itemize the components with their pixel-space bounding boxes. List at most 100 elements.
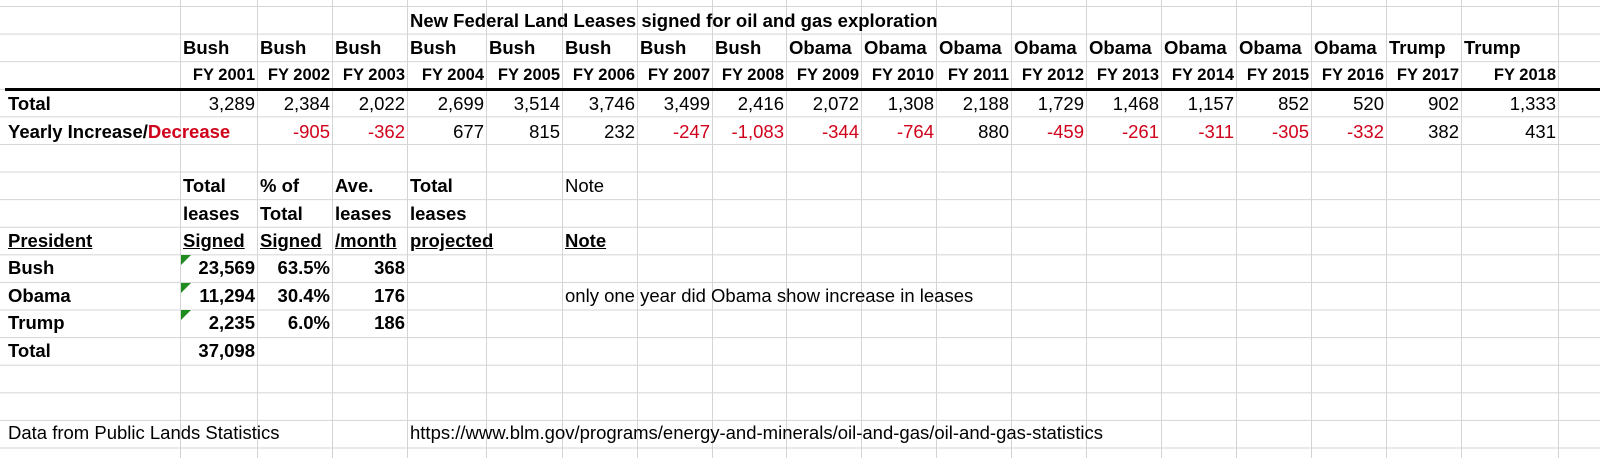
column-divider — [1236, 0, 1237, 458]
summary-percent: 6.0% — [287, 312, 330, 333]
column-divider — [786, 0, 787, 458]
column-divider — [407, 0, 408, 458]
summary-header-projected: Total — [410, 175, 453, 196]
year-president-cell: Bush — [183, 37, 230, 58]
fiscal-year-header: FY 2008 — [721, 66, 784, 84]
change-cell: -247 — [672, 121, 710, 142]
change-cell: -459 — [1046, 121, 1084, 142]
comment-triangle-icon — [181, 283, 191, 293]
change-cell: 815 — [529, 121, 560, 142]
year-president-cell: Bush — [489, 37, 536, 58]
summary-header-average: Ave. — [335, 175, 374, 196]
yearly-change-label-decrease: Decrease — [147, 121, 231, 142]
summary-percent: 63.5% — [277, 257, 330, 278]
summary-header-note-top: Note — [565, 175, 605, 196]
summary-header-average: /month — [335, 230, 397, 251]
fiscal-year-header: FY 2001 — [192, 66, 255, 84]
total-cell: 1,729 — [1037, 93, 1084, 114]
change-cell: -261 — [1121, 121, 1159, 142]
table-title: New Federal Land Leases signed for oil a… — [410, 10, 938, 31]
change-cell: 382 — [1428, 121, 1459, 142]
fiscal-year-header: FY 2004 — [421, 66, 484, 84]
summary-header-percent: Total — [260, 203, 303, 224]
column-divider — [1011, 0, 1012, 458]
fiscal-year-header: FY 2005 — [497, 66, 560, 84]
summary-header-average: leases — [335, 203, 392, 224]
change-cell: -362 — [367, 121, 405, 142]
yearly-change-label: Yearly Increase/Decrease — [5, 118, 255, 145]
summary-grand-total-label: Total — [8, 340, 51, 361]
change-cell: 677 — [453, 121, 484, 142]
summary-header-total: Total — [183, 175, 226, 196]
fiscal-year-header: FY 2012 — [1021, 66, 1084, 84]
total-cell: 1,157 — [1187, 93, 1234, 114]
summary-average: 368 — [374, 257, 405, 278]
year-president-cell: Obama — [789, 37, 852, 58]
change-cell: -305 — [1271, 121, 1309, 142]
total-cell: 3,514 — [513, 93, 560, 114]
summary-header-projected: leases — [410, 203, 467, 224]
comment-triangle-icon — [181, 255, 191, 265]
year-president-cell: Trump — [1389, 37, 1446, 58]
total-cell: 852 — [1278, 93, 1309, 114]
total-cell: 2,188 — [962, 93, 1009, 114]
column-divider — [1086, 0, 1087, 458]
column-divider — [1461, 0, 1462, 458]
change-cell: -905 — [292, 121, 330, 142]
total-cell: 2,022 — [358, 93, 405, 114]
total-cell: 1,468 — [1112, 93, 1159, 114]
data-source-note: Data from Public Lands Statistics — [8, 422, 280, 443]
summary-president: Bush — [8, 257, 55, 278]
summary-note: only one year did Obama show increase in… — [565, 285, 974, 306]
column-divider — [257, 0, 258, 458]
column-divider — [562, 0, 563, 458]
column-divider — [180, 0, 181, 458]
total-cell: 2,384 — [283, 93, 330, 114]
change-cell: -311 — [1198, 121, 1234, 142]
fiscal-year-header: FY 2007 — [647, 66, 710, 84]
fiscal-year-header: FY 2009 — [796, 66, 859, 84]
column-divider — [1161, 0, 1162, 458]
change-cell — [180, 118, 257, 145]
comment-triangle-icon — [181, 310, 191, 320]
summary-header-note: Note — [565, 230, 607, 251]
summary-header-percent: % of — [260, 175, 300, 196]
fiscal-year-header: FY 2017 — [1396, 66, 1459, 84]
summary-president: Trump — [8, 312, 65, 333]
summary-percent: 30.4% — [277, 285, 330, 306]
summary-header-president: President — [8, 230, 93, 251]
total-cell: 2,416 — [737, 93, 784, 114]
summary-note — [562, 254, 565, 281]
change-cell: 232 — [604, 121, 635, 142]
total-row-label: Total — [8, 93, 51, 114]
total-cell: 902 — [1428, 93, 1459, 114]
year-president-cell: Obama — [1014, 37, 1077, 58]
summary-average: 176 — [374, 285, 405, 306]
total-cell: 1,308 — [887, 93, 934, 114]
summary-total: 11,294 — [199, 285, 255, 306]
summary-average: 186 — [374, 312, 405, 333]
column-divider — [1311, 0, 1312, 458]
year-president-cell: Bush — [565, 37, 612, 58]
column-divider — [1558, 0, 1559, 458]
fiscal-year-header: FY 2011 — [947, 66, 1009, 84]
fiscal-year-header: FY 2003 — [342, 66, 405, 84]
summary-grand-total: 37,098 — [198, 340, 255, 361]
total-cell: 3,746 — [588, 93, 635, 114]
change-cell: 880 — [978, 121, 1009, 142]
source-url[interactable]: https://www.blm.gov/programs/energy-and-… — [410, 422, 1104, 443]
year-president-cell: Bush — [715, 37, 762, 58]
summary-note — [562, 309, 565, 336]
summary-header-projected: projected — [410, 230, 494, 251]
change-cell: -332 — [1346, 121, 1384, 142]
summary-header-total: leases — [183, 203, 240, 224]
year-president-cell: Obama — [1089, 37, 1152, 58]
year-president-cell: Trump — [1464, 37, 1521, 58]
column-divider — [332, 0, 333, 458]
change-cell: -344 — [821, 121, 859, 142]
column-divider — [936, 0, 937, 458]
year-president-cell: Obama — [1164, 37, 1227, 58]
change-cell: 431 — [1525, 121, 1556, 142]
year-president-cell: Bush — [410, 37, 457, 58]
